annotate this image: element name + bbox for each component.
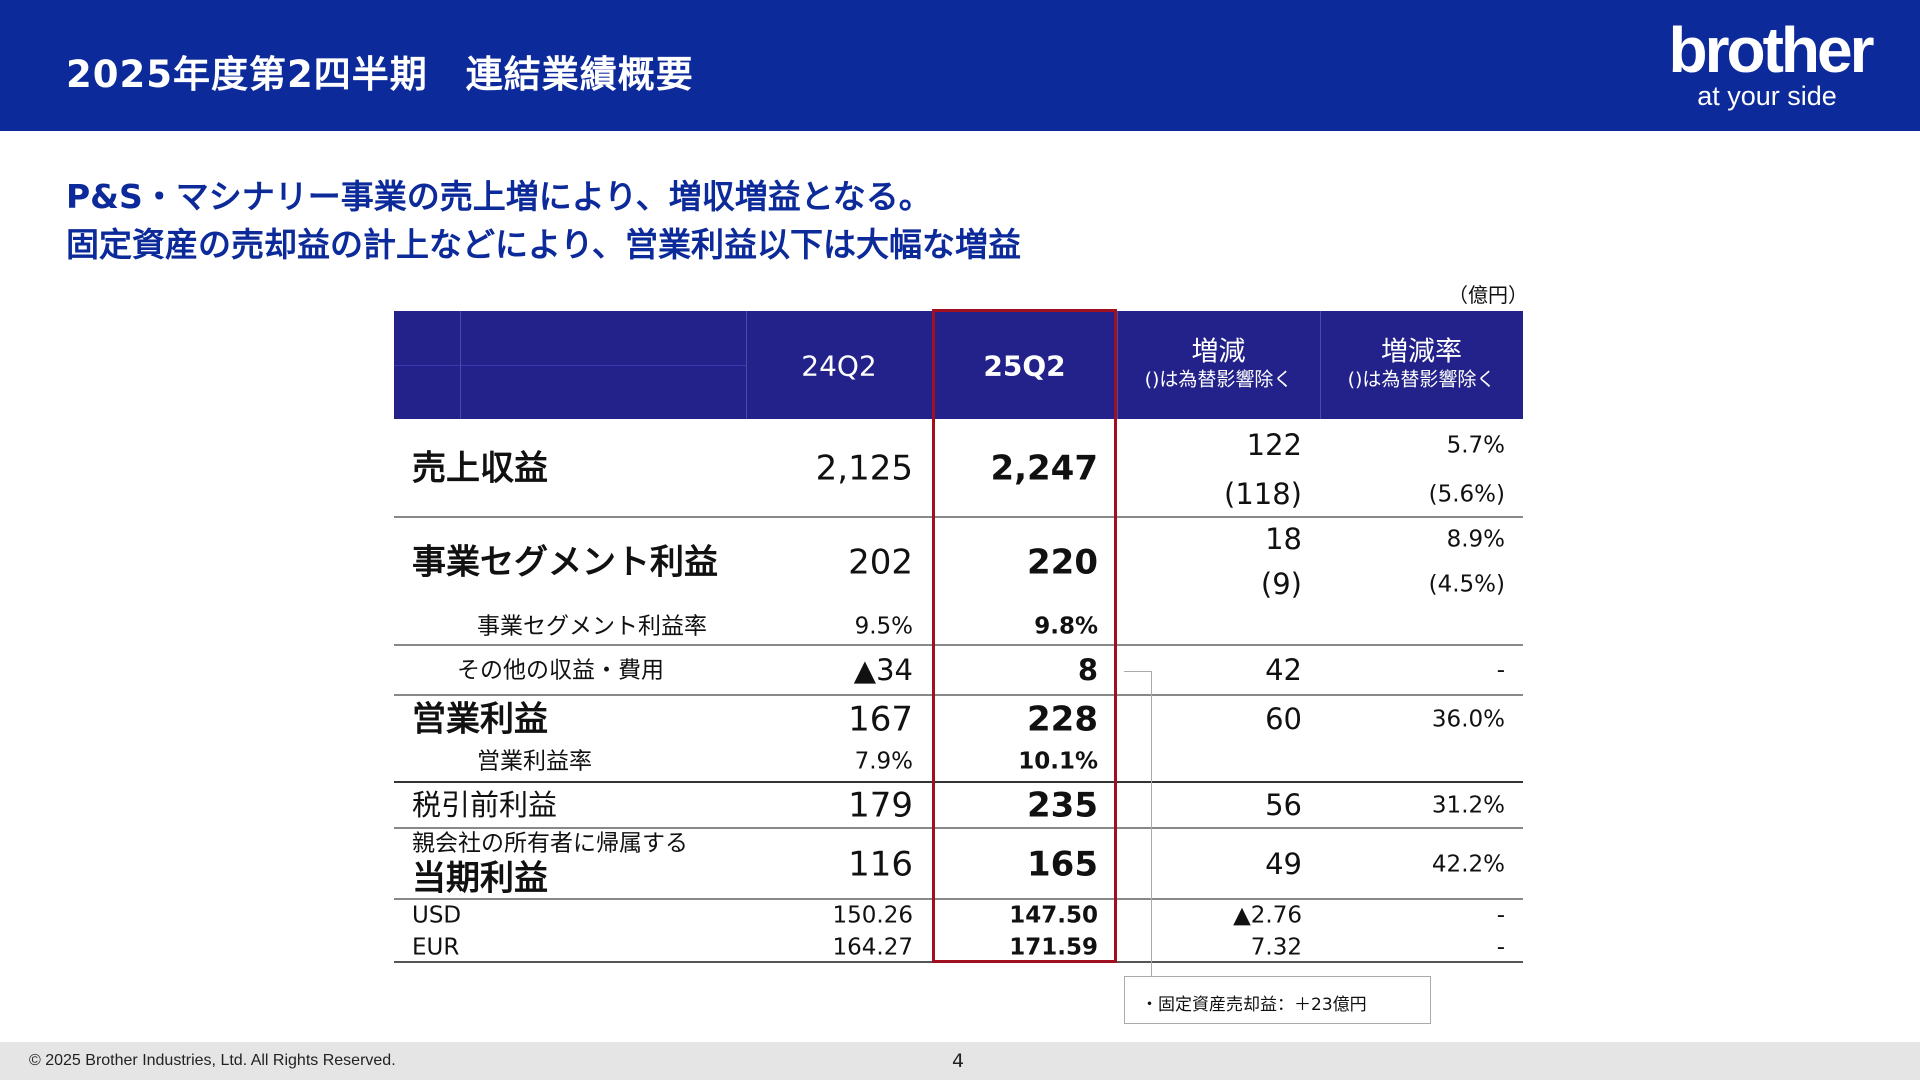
cell-curr: 165 (1027, 844, 1098, 885)
header-bar: 2025年度第2四半期 連結業績概要 brother at your side (0, 0, 1920, 131)
cell-prev: 9.5% (854, 613, 913, 640)
row-divider (394, 781, 1523, 783)
current-quarter-highlight (932, 309, 1117, 963)
cell-diff: 122 (1246, 428, 1302, 463)
cell-prev: 179 (848, 785, 913, 826)
col-header-diff: 増減 (1191, 336, 1246, 368)
headline-1: P&S・マシナリー事業の売上増により、増収増益となる。 (66, 177, 932, 216)
header-divider (394, 365, 746, 366)
cell-prev: ▲34 (853, 653, 913, 688)
cell-rate: 42.2% (1431, 851, 1505, 878)
headline-2: 固定資産の売却益の計上などにより、営業利益以下は大幅な増益 (66, 225, 1022, 264)
col-header-25q2: 25Q2 (983, 349, 1066, 383)
cell-diff: 7.32 (1250, 934, 1302, 961)
row-divider (394, 898, 1523, 900)
cell-curr: 2,247 (990, 448, 1098, 489)
row-divider (394, 644, 1523, 646)
row-label: USD (412, 902, 462, 929)
row-label: その他の収益・費用 (457, 657, 664, 684)
cell-curr: 171.59 (1009, 934, 1098, 961)
header-divider (746, 311, 747, 419)
cell-rate-fx: (4.5%) (1428, 571, 1505, 598)
cell-rate: 8.9% (1446, 526, 1505, 553)
logo-tagline: at your side (1697, 81, 1837, 111)
table-header: 24Q2 25Q2 増減 ()は為替影響除く 増減率 ()は為替影響除く (394, 311, 1523, 419)
col-header-24q2: 24Q2 (801, 349, 877, 383)
col-header-rate: 増減率 (1381, 336, 1462, 368)
cell-prev: 164.27 (832, 934, 913, 961)
cell-diff: 60 (1265, 702, 1302, 737)
row-label: 営業利益 (412, 699, 548, 740)
header-divider (460, 311, 461, 419)
cell-rate: 31.2% (1431, 792, 1505, 819)
logo-wordmark: brother (1668, 14, 1875, 86)
brother-logo: brother at your side (1655, 18, 1885, 110)
cell-curr: 9.8% (1034, 613, 1098, 640)
cell-prev: 167 (848, 699, 913, 740)
row-label: 営業利益率 (477, 748, 592, 775)
slide-title: 2025年度第2四半期 連結業績概要 (66, 53, 694, 96)
row-label: 当期利益 (412, 858, 548, 899)
row-label-small: 親会社の所有者に帰属する (412, 830, 688, 857)
cell-curr: 147.50 (1009, 902, 1098, 929)
row-label: EUR (412, 934, 460, 961)
cell-rate: 5.7% (1446, 432, 1505, 459)
col-header-rate-note: ()は為替影響除く (1347, 368, 1496, 391)
unit-label: （億円） (1448, 283, 1528, 307)
row-label: 事業セグメント利益率 (477, 613, 707, 640)
cell-diff: 42 (1265, 653, 1302, 688)
cell-rate: - (1496, 902, 1505, 929)
callout-note: ・固定資産売却益：＋23億円 (1124, 976, 1431, 1024)
cell-diff: 49 (1265, 847, 1302, 882)
cell-diff-fx: (9) (1260, 567, 1302, 602)
cell-diff: 56 (1265, 788, 1302, 823)
footer: © 2025 Brother Industries, Ltd. All Righ… (0, 1042, 1920, 1080)
cell-rate-fx: (5.6%) (1428, 481, 1505, 508)
cell-curr: 235 (1027, 785, 1098, 826)
cell-diff-fx: (118) (1224, 477, 1302, 512)
cell-prev: 150.26 (832, 902, 913, 929)
header-divider (1117, 311, 1118, 419)
callout-connector (1124, 671, 1152, 976)
cell-curr: 10.1% (1018, 748, 1098, 775)
header-divider (1320, 311, 1321, 419)
cell-prev: 202 (848, 542, 913, 583)
cell-curr: 8 (1077, 653, 1098, 688)
page-number: 4 (952, 1050, 965, 1072)
cell-prev: 116 (848, 844, 913, 885)
cell-diff: 18 (1265, 522, 1302, 557)
row-label: 税引前利益 (412, 788, 558, 823)
row-divider (394, 827, 1523, 829)
cell-diff: ▲2.76 (1233, 902, 1302, 929)
col-header-diff-note: ()は為替影響除く (1144, 368, 1293, 391)
row-divider (394, 516, 1523, 518)
cell-rate: - (1496, 934, 1505, 961)
row-divider (394, 694, 1523, 696)
cell-rate: - (1496, 657, 1505, 684)
cell-prev: 2,125 (815, 448, 913, 489)
row-label: 事業セグメント利益 (412, 542, 718, 583)
cell-curr: 220 (1027, 542, 1098, 583)
cell-curr: 228 (1027, 699, 1098, 740)
row-label: 売上収益 (412, 448, 548, 489)
cell-prev: 7.9% (854, 748, 913, 775)
copyright: © 2025 Brother Industries, Ltd. All Righ… (29, 1052, 396, 1069)
cell-rate: 36.0% (1431, 706, 1505, 733)
